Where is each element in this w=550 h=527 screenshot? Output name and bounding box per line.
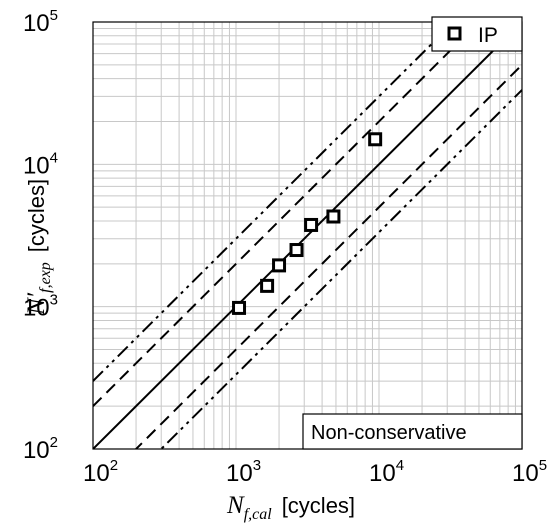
y-axis-label: N′f,exp [cycles] xyxy=(23,179,54,316)
x-axis-tick-exponent: 2 xyxy=(110,457,118,474)
x-axis-tick-base: 10 xyxy=(369,460,396,487)
data-point xyxy=(232,300,247,315)
y-axis-tick-label: 103 xyxy=(23,292,58,322)
annotation-box xyxy=(302,413,523,450)
data-points xyxy=(232,132,383,315)
y-axis-tick-exponent: 3 xyxy=(50,292,58,309)
data-point xyxy=(272,258,287,273)
x-axis-tick-base: 10 xyxy=(83,460,110,487)
data-point xyxy=(326,209,341,224)
y-axis-tick-exponent: 5 xyxy=(50,7,58,24)
x-axis-tick-label: 104 xyxy=(369,457,404,487)
x-axis-tick-label: 103 xyxy=(226,457,261,487)
x-axis-tick-exponent: 5 xyxy=(539,457,547,474)
grid xyxy=(93,22,522,449)
legend: IP xyxy=(431,16,523,52)
x-axis-tick-exponent: 3 xyxy=(253,457,261,474)
y-axis-tick-exponent: 4 xyxy=(50,149,58,166)
annotation-text: Non-conservative xyxy=(311,422,467,444)
reference-line-dashed xyxy=(134,64,522,449)
legend-marker-square xyxy=(447,26,462,41)
y-axis-tick-base: 10 xyxy=(23,152,50,179)
y-axis-tick-exponent: 2 xyxy=(50,434,58,451)
y-axis-tick-base: 10 xyxy=(23,10,50,37)
y-axis-symbol: N′ xyxy=(23,292,50,316)
x-axis-tick-exponent: 4 xyxy=(396,457,404,474)
x-axis-tick-base: 10 xyxy=(226,460,253,487)
reference-line-solid xyxy=(93,22,522,449)
x-axis-tick-label: 105 xyxy=(512,457,547,487)
legend-box xyxy=(431,16,523,52)
legend-label: IP xyxy=(478,24,498,47)
x-axis-symbol: N xyxy=(226,492,245,519)
y-axis-tick-label: 102 xyxy=(23,434,58,464)
y-axis-tick-label: 105 xyxy=(23,7,58,37)
y-axis-tick-base: 10 xyxy=(23,295,50,322)
x-axis-tick-base: 10 xyxy=(512,460,539,487)
x-axis-unit: [cycles] xyxy=(282,493,355,518)
data-point xyxy=(289,243,304,258)
y-axis-subscript: f,exp xyxy=(37,262,54,293)
x-axis-label: Nf,cal [cycles] xyxy=(226,492,355,523)
y-axis-tick-label: 104 xyxy=(23,149,58,179)
data-point xyxy=(368,132,383,147)
data-point xyxy=(260,278,275,293)
y-axis-unit: [cycles] xyxy=(24,179,49,252)
x-axis-tick-label: 102 xyxy=(83,457,118,487)
x-axis-subscript: f,cal xyxy=(244,506,273,523)
y-axis-tick-base: 10 xyxy=(23,437,50,464)
annotation: Non-conservative xyxy=(302,413,523,450)
data-point xyxy=(304,217,319,232)
